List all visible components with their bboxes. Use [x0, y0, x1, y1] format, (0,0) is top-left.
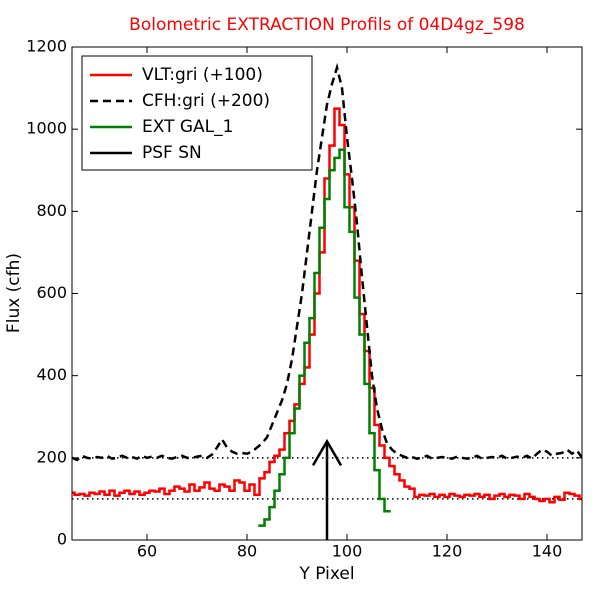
x-tick-label: 120: [432, 542, 463, 561]
x-tick-label: 60: [137, 542, 157, 561]
arrow-head: [311, 438, 343, 467]
y-tick-label: 1200: [26, 37, 67, 56]
y-tick-label: 800: [36, 201, 67, 220]
y-tick-label: 1000: [26, 119, 67, 138]
y-axis-label: Flux (cfh): [4, 253, 24, 333]
legend-label: PSF SN: [142, 143, 202, 163]
x-axis-label: Y Pixel: [298, 564, 354, 584]
y-tick-label: 0: [57, 530, 67, 549]
y-tick-label: 400: [36, 365, 67, 384]
y-tick-label: 200: [36, 447, 67, 466]
x-tick-label: 140: [532, 542, 563, 561]
x-tick-label: 80: [237, 542, 257, 561]
plot-area: [72, 62, 582, 540]
line-series: [72, 62, 582, 462]
legend-label: CFH:gri (+200): [142, 91, 270, 111]
legend-label: VLT:gri (+100): [142, 65, 263, 85]
x-tick-label: 100: [332, 542, 363, 561]
legend: VLT:gri (+100) CFH:gri (+200) EXT GAL_1 PSF…: [81, 55, 313, 171]
chart-title: Bolometric EXTRACTION Profils of 04D4gz_…: [129, 15, 525, 35]
y-tick-label: 600: [36, 283, 67, 302]
legend-label: EXT GAL_1: [142, 117, 233, 137]
